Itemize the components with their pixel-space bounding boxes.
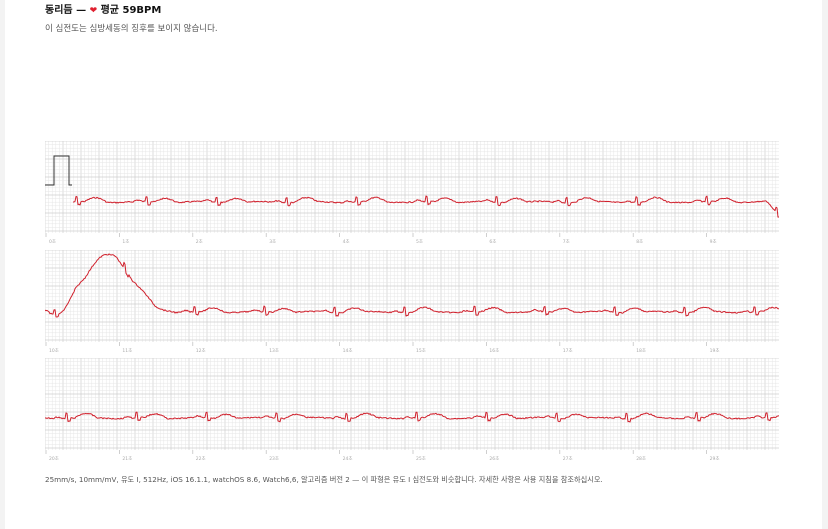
time-label: 16초	[489, 348, 499, 354]
ecg-footer-note: 25mm/s, 10mm/mV, 유도 I, 512Hz, iOS 16.1.1…	[45, 475, 603, 484]
time-label: 22초	[196, 456, 206, 462]
time-label: 2초	[196, 239, 203, 245]
time-label: 15초	[416, 348, 426, 354]
rhythm-label: 동리듬	[45, 5, 73, 16]
ecg-grid	[45, 358, 779, 450]
time-label: 25초	[416, 456, 426, 462]
ecg-strip-1-chart: 0초 1초 2초 3초 4초 5초 6초 7초 8초 9초	[45, 141, 779, 245]
time-label: 9초	[710, 239, 717, 245]
time-label: 27초	[563, 456, 573, 462]
ecg-strip-3: 20초 21초 22초 23초 24초 25초 26초 27초 28초 29초	[45, 358, 779, 462]
time-label: 1초	[122, 239, 129, 245]
ecg-strip-2-chart: 10초 11초 12초 13초 14초 15초 16초 17초 18초 19초	[45, 250, 779, 354]
time-label: 26초	[489, 456, 499, 462]
time-label: 10초	[49, 348, 59, 354]
ecg-strip-1: 0초 1초 2초 3초 4초 5초 6초 7초 8초 9초	[45, 141, 779, 245]
calibration-pulse	[45, 155, 72, 186]
time-label: 5초	[416, 239, 423, 245]
time-label: 3초	[269, 239, 276, 245]
ecg-header: 동리듬 — ❤ 평균 59BPM 이 심전도는 심방세동의 징후를 보이지 않습…	[45, 4, 218, 35]
ecg-strip-3-chart: 20초 21초 22초 23초 24초 25초 26초 27초 28초 29초	[45, 358, 779, 462]
time-label: 7초	[563, 239, 570, 245]
time-axis: 0초 1초 2초 3초 4초 5초 6초 7초 8초 9초	[45, 233, 717, 245]
time-axis: 10초 11초 12초 13초 14초 15초 16초 17초 18초 19초	[45, 342, 720, 354]
time-label: 24초	[343, 456, 353, 462]
time-label: 0초	[49, 239, 56, 245]
time-label: 13초	[269, 348, 279, 354]
ecg-description: 이 심전도는 심방세동의 징후를 보이지 않습니다.	[45, 24, 218, 34]
time-label: 4초	[343, 239, 350, 245]
time-label: 29초	[710, 456, 720, 462]
window-edge-left	[0, 0, 5, 529]
time-label: 18초	[636, 348, 646, 354]
ecg-trace	[45, 253, 779, 318]
time-label: 20초	[49, 456, 59, 462]
time-label: 23초	[269, 456, 279, 462]
ecg-strip-2: 10초 11초 12초 13초 14초 15초 16초 17초 18초 19초	[45, 250, 779, 354]
average-bpm: 평균 59BPM	[100, 5, 162, 16]
time-label: 28초	[636, 456, 646, 462]
ecg-grid	[45, 250, 779, 342]
ecg-trace	[73, 195, 779, 218]
time-axis: 20초 21초 22초 23초 24초 25초 26초 27초 28초 29초	[45, 450, 720, 462]
time-label: 19초	[710, 348, 720, 354]
heart-icon: ❤	[89, 6, 98, 16]
time-label: 12초	[196, 348, 206, 354]
time-label: 14초	[343, 348, 353, 354]
ecg-grid	[45, 141, 779, 233]
time-label: 6초	[489, 239, 496, 245]
ecg-title: 동리듬 — ❤ 평균 59BPM	[45, 4, 218, 18]
ecg-trace	[45, 411, 779, 423]
window-edge-right	[822, 0, 828, 529]
time-label: 17초	[563, 348, 573, 354]
time-label: 21초	[122, 456, 132, 462]
time-label: 8초	[636, 239, 643, 245]
time-label: 11초	[122, 348, 132, 354]
title-dash: —	[76, 5, 87, 16]
